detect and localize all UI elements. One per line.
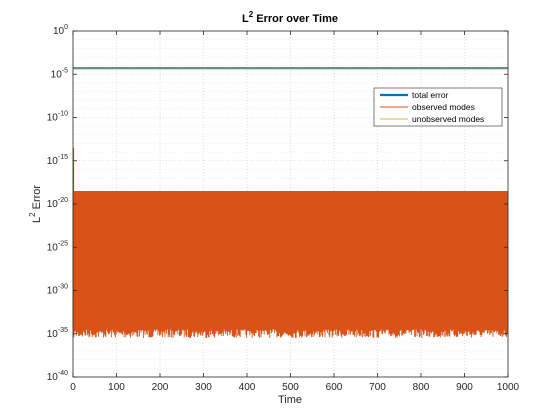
x-tick-label: 700: [369, 382, 386, 393]
legend-label-observed-modes: observed modes: [412, 102, 475, 112]
x-tick-label: 1000: [497, 382, 520, 393]
y-tick-label: 10-5: [51, 67, 68, 80]
legend-label-unobserved-modes: unobserved modes: [412, 114, 484, 124]
y-tick-label-base: 10: [47, 156, 59, 167]
y-tick-label-base: 10: [47, 329, 59, 340]
x-tick-label: 800: [413, 382, 430, 393]
y-tick-label-exp: -10: [58, 111, 68, 118]
y-axis-label-sup: 2: [28, 212, 37, 217]
x-tick-label: 0: [70, 382, 76, 393]
series-layer: [72, 67, 508, 338]
series-observed-modes-fill: [73, 191, 508, 330]
y-axis-label: L2 Error: [28, 185, 43, 223]
y-tick-label-exp: -30: [58, 284, 68, 291]
y-tick-label-base: 10: [47, 372, 59, 383]
x-tick-label: 100: [108, 382, 125, 393]
y-tick-label: 10-25: [47, 240, 68, 253]
x-tick-label: 300: [195, 382, 212, 393]
y-tick-label: 10-15: [47, 154, 68, 167]
legend-label-total-error: total error: [412, 90, 449, 100]
y-tick-label-exp: -15: [58, 154, 68, 161]
y-tick-label-base: 10: [47, 286, 59, 297]
y-tick-label-exp: -20: [58, 197, 68, 204]
y-tick-label-exp: -25: [58, 240, 68, 247]
chart-title: L2 Error over Time: [242, 10, 338, 25]
y-tick-label-exp: -35: [58, 327, 68, 334]
y-tick-label-base: 10: [47, 242, 59, 253]
legend: total error observed modes unobserved mo…: [373, 87, 503, 127]
x-tick-label: 500: [282, 382, 299, 393]
y-tick-label-base: 10: [51, 69, 63, 80]
y-tick-label-exp: -5: [62, 67, 68, 74]
x-tick-label: 900: [456, 382, 473, 393]
chart-title-rest: Error over Time: [253, 13, 338, 25]
chart-title-sup: 2: [249, 10, 254, 19]
y-tick-label-exp: 0: [64, 24, 68, 31]
y-tick-label: 10-35: [47, 327, 68, 340]
y-tick-label: 10-40: [47, 370, 68, 383]
ticks: 0 100 200 300 400 500 600 700 800 900 100010010-51…: [47, 24, 520, 393]
y-axis-label-base: L: [31, 217, 43, 223]
x-tick-label: 400: [239, 382, 256, 393]
y-tick-label: 10-10: [47, 111, 68, 124]
y-tick-label: 100: [53, 24, 68, 37]
y-tick-label-base: 10: [47, 113, 59, 124]
y-tick-label-exp: -40: [58, 370, 68, 377]
x-tick-label: 600: [326, 382, 343, 393]
x-axis-label: Time: [278, 394, 302, 406]
y-tick-label-base: 10: [47, 199, 59, 210]
y-tick-label-base: 10: [53, 26, 65, 37]
y-tick-label: 10-30: [47, 284, 68, 297]
y-axis-label-rest: Error: [31, 185, 43, 213]
x-tick-label: 200: [152, 382, 169, 393]
y-tick-label: 10-20: [47, 197, 68, 210]
chart-title-base: L: [242, 13, 249, 25]
